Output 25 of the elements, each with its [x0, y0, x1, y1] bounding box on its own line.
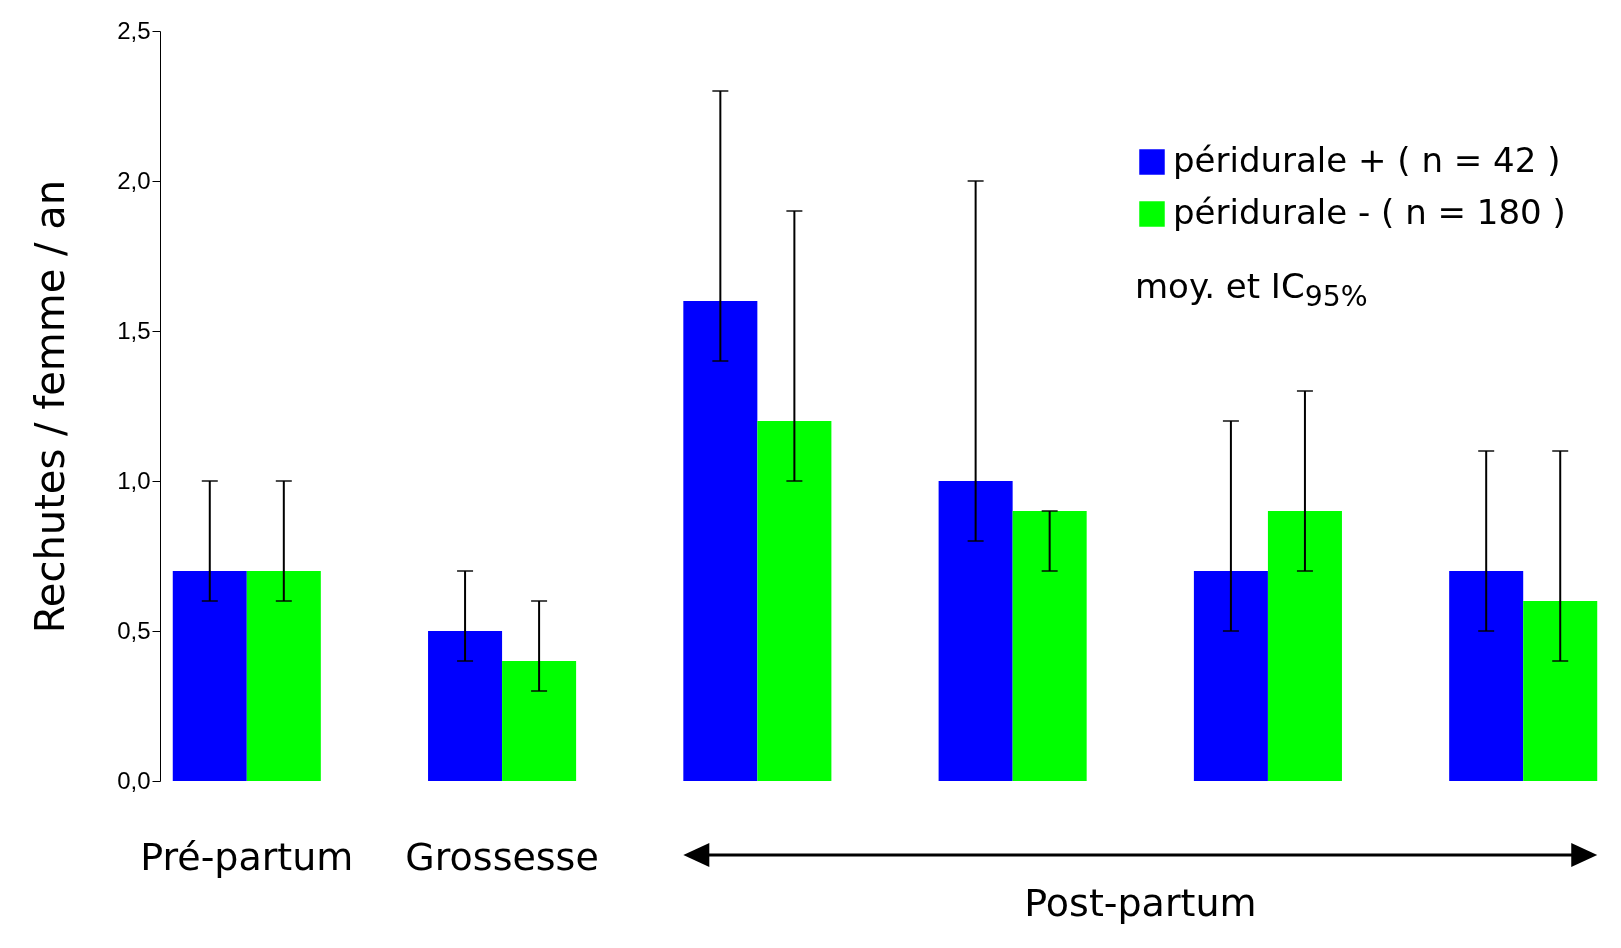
bar: [1012, 511, 1087, 781]
bar: [938, 481, 1013, 781]
y-tick-label: 2,5: [117, 16, 151, 44]
y-tick-label: 0,5: [117, 616, 151, 644]
bar: [1193, 571, 1268, 781]
legend-label: péridurale - ( n = 180 ): [1173, 192, 1566, 232]
y-tick-label: 1,0: [117, 466, 151, 494]
x-tick-label: Pré-partum: [140, 834, 354, 879]
x-tick-label: Grossesse: [405, 834, 599, 879]
y-tick-label: 1,5: [117, 316, 151, 344]
y-axis-title: Rechutes / femme / an: [27, 179, 74, 634]
y-tick-label: 2,0: [117, 166, 151, 194]
bar: [428, 631, 503, 781]
bar: [1267, 511, 1342, 781]
bar: [246, 571, 321, 781]
annotation: moy. et IC$_{95%}$: [1135, 266, 1368, 313]
bar: [502, 661, 577, 781]
bar: [1449, 571, 1524, 781]
bar: [757, 421, 832, 781]
bar: [683, 301, 758, 781]
text: Post-partum: [1024, 881, 1257, 925]
bar: [1523, 601, 1598, 781]
legend-label: péridurale + ( n = 42 ): [1173, 140, 1561, 180]
y-tick-label: 0,0: [117, 766, 151, 794]
bar: [172, 571, 247, 781]
